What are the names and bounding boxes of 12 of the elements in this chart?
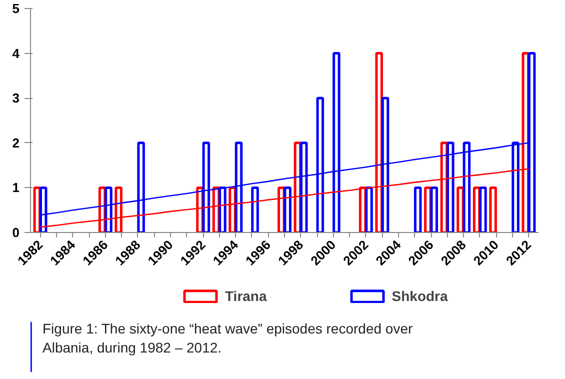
legend-label: Tirana <box>225 288 267 304</box>
y-tick-label: 3 <box>12 90 20 106</box>
bar <box>414 186 422 232</box>
y-tick-label: 2 <box>12 135 20 150</box>
y-tick-label: 0 <box>12 225 20 240</box>
legend-label: Shkodra <box>392 288 448 304</box>
y-tick-label: 4 <box>12 46 20 61</box>
y-tick-label: 5 <box>12 1 20 16</box>
y-tick-label: 1 <box>12 180 20 196</box>
bar <box>489 186 497 232</box>
caption: Figure 1: The sixty-one “heat wave” episodes recorded over Albania, during 1982 – 2012. <box>42 320 413 356</box>
bar <box>251 186 259 232</box>
